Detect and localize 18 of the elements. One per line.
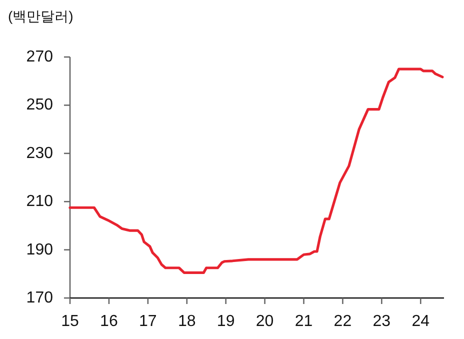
x-tick-label: 20 xyxy=(256,313,274,330)
y-tick-label: 250 xyxy=(26,96,54,114)
y-tick-label: 210 xyxy=(26,193,54,210)
x-tick-label: 18 xyxy=(178,313,196,330)
x-tick-label: 19 xyxy=(216,313,235,330)
y-tick-label: 230 xyxy=(26,144,54,162)
y-tick-label: 190 xyxy=(26,241,54,258)
x-tick-label: 24 xyxy=(412,313,430,330)
x-tick-label: 15 xyxy=(61,313,79,330)
y-axis-title: (백만달러) xyxy=(8,8,74,24)
x-tick-label: 17 xyxy=(139,313,157,330)
x-tick-label: 23 xyxy=(372,313,391,330)
x-tick-label: 22 xyxy=(334,313,352,330)
x-tick-label: 16 xyxy=(100,313,118,330)
y-tick-label: 170 xyxy=(26,290,54,306)
x-tick-label: 21 xyxy=(294,313,313,330)
y-tick-label: 270 xyxy=(26,48,54,66)
line-series xyxy=(68,68,444,274)
